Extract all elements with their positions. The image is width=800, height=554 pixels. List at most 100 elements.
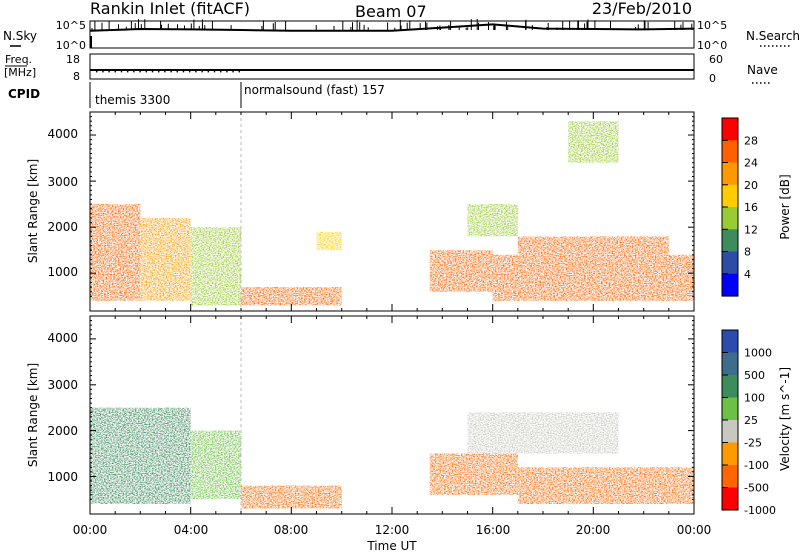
power-ytick-4000: 4000 (47, 127, 78, 141)
power-region (568, 121, 619, 163)
velocity-scale-swatch (722, 465, 738, 488)
xtick-20-00: 20:00 (576, 523, 611, 537)
power-scale-swatch (722, 207, 738, 230)
noise-right-label: N.Search (746, 29, 800, 43)
power-scale-swatch (722, 140, 738, 164)
velocity-scale-label: -1000 (744, 504, 776, 517)
noise-right-tick-bottom: 10^0 (697, 39, 727, 52)
power-scale-label: 8 (744, 246, 751, 259)
velocity-scale-label: 25 (744, 414, 758, 427)
velocity-scale-swatch (722, 397, 738, 421)
freq-dot (127, 71, 129, 73)
velocity-panel: Slant Range [km] 4000 3000 2000 1000 (26, 315, 695, 515)
noise-right-tick-top: 10^5 (697, 19, 727, 32)
velocity-ytick-2000: 2000 (47, 424, 78, 438)
axis-ticks (89, 111, 695, 514)
noise-left-tick-bottom: 10^0 (56, 39, 86, 52)
freq-label-line1: Freq. (5, 53, 32, 66)
beam-label: Beam 07 (355, 2, 427, 21)
power-scale-label: 4 (744, 268, 751, 281)
power-region (140, 217, 191, 301)
power-colorbar-title: Power [dB] (778, 174, 792, 239)
power-colorbar-frame (721, 117, 739, 297)
freq-dot (232, 71, 234, 73)
velocity-region (241, 485, 342, 509)
velocity-ytick-1000: 1000 (47, 470, 78, 484)
velocity-scale-swatch (722, 375, 738, 398)
velocity-region (190, 430, 241, 500)
freq-left-tick-bottom: 8 (73, 70, 80, 83)
freq-dot (145, 71, 147, 73)
velocity-region (429, 453, 518, 495)
noise-panel-frame (89, 20, 695, 49)
freq-dot (195, 71, 197, 73)
xaxis-label: Time UT (366, 539, 417, 553)
velocity-scale-label: -500 (744, 482, 769, 495)
xtick-12-00: 12:00 (375, 523, 410, 537)
velocity-region (90, 407, 191, 504)
velocity-scale-label: -100 (744, 459, 769, 472)
power-scale-swatch (722, 184, 738, 208)
freq-label-line2: [MHz] (4, 66, 36, 79)
freq-dot (139, 71, 141, 73)
velocity-data (90, 407, 694, 509)
freq-dot (220, 71, 222, 73)
noise-sky-line (89, 23, 695, 32)
velocity-ytick-3000: 3000 (47, 378, 78, 392)
velocity-scale-label: 1000 (744, 347, 772, 360)
power-ytick-1000: 1000 (47, 265, 78, 279)
nave-label: Nave (747, 63, 778, 77)
xtick-00-00: 00:00 (73, 523, 108, 537)
xtick-08-00: 08:00 (274, 523, 309, 537)
freq-dots (96, 71, 240, 73)
xtick-16-00: 16:00 (476, 523, 511, 537)
freq-dot (151, 71, 154, 73)
power-region (190, 227, 241, 306)
power-scale-label: 20 (744, 179, 758, 192)
power-panel: Slant Range [km] 4000 3000 2000 1000 (26, 111, 695, 312)
time-axis: 00:00 04:00 08:00 12:00 16:00 20:00 00:0… (73, 523, 712, 553)
power-scale-swatch (722, 118, 738, 141)
chart-title: Rankin Inlet (fitACF) (90, 0, 250, 18)
power-ytick-2000: 2000 (47, 220, 78, 234)
xtick-24-00: 00:00 (677, 523, 712, 537)
power-region (467, 204, 518, 237)
velocity-colorbar: 1000 500 100 25 -25 -100 -500 -1000 Velocity [m… (721, 329, 792, 517)
noise-panel: N.Sky 10^5 10^0 10^5 10^0 N.Search (3, 19, 800, 52)
velocity-region (517, 467, 694, 504)
velocity-ytick-4000: 4000 (47, 331, 78, 345)
velocity-colorbar-title: Velocity [m s^-1] (778, 367, 792, 471)
freq-dot (207, 71, 209, 73)
velocity-colorbar-frame (721, 329, 739, 511)
velocity-scale-label: 500 (744, 369, 765, 382)
freq-dot (96, 71, 98, 73)
freq-panel-frame (89, 53, 695, 80)
velocity-scale-swatch (722, 330, 738, 353)
freq-dot (114, 71, 116, 73)
velocity-region (467, 412, 619, 454)
power-scale-swatch (722, 229, 738, 253)
freq-dot (102, 71, 104, 73)
velocity-ylabel: Slant Range [km] (26, 363, 40, 467)
freq-panel: Freq. [MHz] 18 8 60 0 Nave (4, 53, 778, 85)
freq-dot (213, 71, 216, 73)
power-scale-swatch (722, 162, 738, 186)
power-region (316, 231, 342, 251)
power-ylabel: Slant Range [km] (26, 159, 40, 263)
velocity-scale-swatch (722, 487, 738, 511)
power-scale-swatch (722, 251, 738, 275)
freq-dot (238, 71, 240, 73)
freq-dot (189, 71, 191, 73)
power-scale-swatch (722, 273, 738, 297)
velocity-scale-label: -25 (744, 437, 762, 450)
velocity-scale-swatch (722, 352, 738, 376)
freq-dot (226, 71, 228, 73)
nave-right-tick-top: 60 (709, 53, 723, 66)
power-scale-label: 28 (744, 134, 758, 147)
noise-left-tick-top: 10^5 (56, 19, 86, 32)
xtick-04-00: 04:00 (174, 523, 209, 537)
power-region (492, 254, 694, 301)
freq-dot (120, 71, 123, 73)
power-region (429, 250, 493, 292)
